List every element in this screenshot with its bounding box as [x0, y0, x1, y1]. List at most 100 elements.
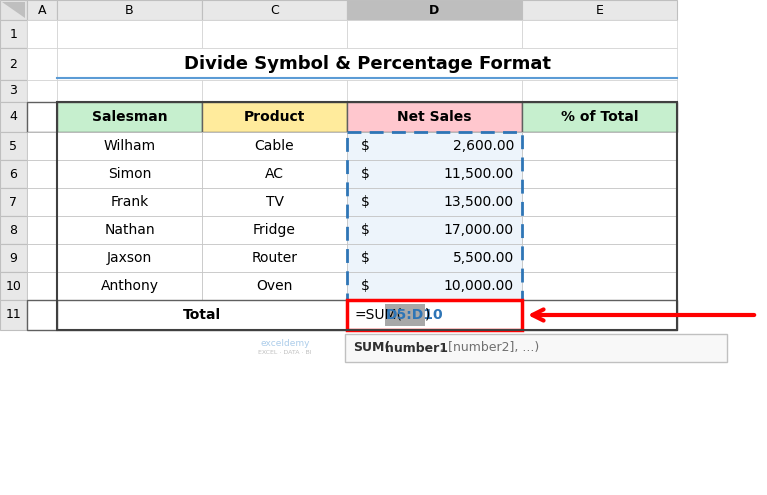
Bar	[57, 132, 202, 160]
Text: 7: 7	[9, 196, 18, 208]
Text: EXCEL · DATA · BI: EXCEL · DATA · BI	[258, 350, 312, 355]
Bar	[0, 132, 27, 160]
Bar	[202, 20, 347, 48]
Bar	[347, 300, 522, 330]
Text: $: $	[361, 279, 370, 293]
Bar	[27, 20, 57, 48]
Text: number1: number1	[385, 342, 448, 354]
Bar	[202, 132, 347, 160]
Bar	[27, 216, 57, 244]
Text: AC: AC	[265, 167, 284, 181]
Text: Wilham: Wilham	[104, 139, 156, 153]
Text: 6: 6	[9, 167, 18, 181]
Bar	[202, 272, 347, 300]
Text: 5: 5	[9, 140, 18, 152]
Bar	[347, 132, 522, 160]
Text: C: C	[270, 3, 279, 16]
Text: =SUM(: =SUM(	[354, 308, 402, 322]
Bar	[27, 102, 57, 132]
Text: Oven: Oven	[256, 279, 293, 293]
Bar	[522, 132, 677, 160]
Bar	[522, 102, 677, 132]
Text: Cable: Cable	[255, 139, 295, 153]
Text: TV: TV	[265, 195, 284, 209]
Bar	[347, 160, 522, 188]
Text: 5,500.00: 5,500.00	[453, 251, 514, 265]
Bar	[202, 216, 347, 244]
Bar	[57, 216, 202, 244]
Bar	[57, 160, 202, 188]
Text: B: B	[125, 3, 133, 16]
Text: E: E	[595, 3, 604, 16]
Text: 11,500.00: 11,500.00	[444, 167, 514, 181]
Bar	[0, 300, 27, 330]
Bar	[347, 216, 522, 244]
Bar	[57, 80, 202, 102]
Text: exceldemy: exceldemy	[260, 340, 310, 348]
Bar	[202, 188, 347, 216]
Text: 11: 11	[5, 308, 21, 321]
Text: Simon: Simon	[108, 167, 151, 181]
Text: , [number2], ...): , [number2], ...)	[440, 342, 539, 354]
Bar	[0, 272, 27, 300]
Text: D5:D10: D5:D10	[386, 308, 443, 322]
Bar	[522, 188, 677, 216]
Bar	[522, 0, 677, 20]
Text: SUM(: SUM(	[353, 342, 390, 354]
Bar	[27, 132, 57, 160]
Text: Fridge: Fridge	[253, 223, 296, 237]
Bar	[0, 80, 27, 102]
Bar	[347, 0, 522, 20]
Bar	[57, 102, 202, 132]
Text: 1: 1	[9, 28, 18, 41]
Text: Total: Total	[183, 308, 221, 322]
Text: 3: 3	[9, 85, 18, 98]
Bar	[27, 188, 57, 216]
Text: 8: 8	[9, 224, 18, 237]
Bar	[522, 216, 677, 244]
Bar	[202, 0, 347, 20]
Bar	[522, 20, 677, 48]
Bar	[57, 300, 347, 330]
Bar	[27, 300, 57, 330]
Text: Net Sales: Net Sales	[397, 110, 472, 124]
Bar	[27, 272, 57, 300]
Bar	[202, 244, 347, 272]
Bar	[522, 244, 677, 272]
Text: A: A	[38, 3, 46, 16]
Bar	[0, 244, 27, 272]
Bar	[385, 304, 426, 326]
Text: $: $	[361, 251, 370, 265]
Text: D: D	[430, 3, 439, 16]
Text: Nathan: Nathan	[104, 223, 155, 237]
Text: Product: Product	[244, 110, 305, 124]
Bar	[522, 300, 677, 330]
Bar	[347, 272, 522, 300]
Text: 10: 10	[5, 280, 21, 293]
Bar	[0, 102, 27, 132]
Bar	[202, 102, 347, 132]
Bar	[57, 0, 202, 20]
Bar	[347, 80, 522, 102]
Bar	[347, 188, 522, 216]
Bar	[347, 132, 522, 300]
Bar	[57, 188, 202, 216]
Bar	[0, 188, 27, 216]
Bar	[57, 20, 202, 48]
Text: Salesman: Salesman	[92, 110, 167, 124]
Bar	[27, 160, 57, 188]
Text: Divide Symbol & Percentage Format: Divide Symbol & Percentage Format	[183, 55, 551, 73]
Text: ): )	[426, 308, 431, 322]
Bar	[0, 20, 27, 48]
Text: 9: 9	[9, 251, 18, 264]
Bar	[0, 216, 27, 244]
Bar	[57, 102, 677, 330]
Text: 2,600.00: 2,600.00	[453, 139, 514, 153]
Bar	[202, 160, 347, 188]
Text: Router: Router	[252, 251, 298, 265]
Text: 10,000.00: 10,000.00	[444, 279, 514, 293]
Text: Jaxson: Jaxson	[107, 251, 152, 265]
Text: 2: 2	[9, 57, 18, 70]
Bar	[27, 0, 57, 20]
Bar	[27, 20, 677, 330]
